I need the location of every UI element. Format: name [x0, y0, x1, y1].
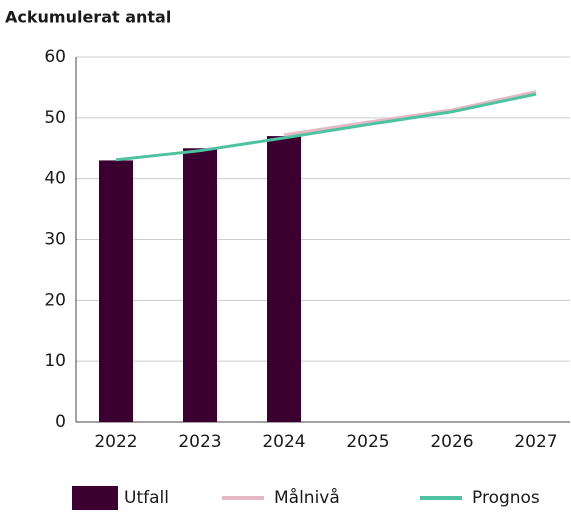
y-tick-label: 40	[44, 169, 66, 189]
y-tick-label: 10	[44, 351, 66, 371]
y-tick-label: 20	[44, 290, 66, 310]
x-tick-label: 2022	[94, 432, 137, 452]
line	[283, 90, 537, 137]
y-tick-label: 0	[55, 412, 66, 432]
x-tick-label: 2025	[346, 432, 389, 452]
x-tick-label: 2027	[514, 432, 557, 452]
bar	[99, 160, 133, 422]
bar	[183, 148, 217, 422]
x-tick-label: 2023	[178, 432, 221, 452]
legend-label: Utfall	[124, 488, 169, 508]
y-tick-label: 50	[44, 108, 66, 128]
x-tick-label: 2024	[262, 432, 305, 452]
line	[115, 92, 537, 162]
legend-swatch	[72, 486, 118, 510]
y-tick-label: 60	[44, 47, 66, 67]
y-tick-label: 30	[44, 230, 66, 250]
legend-label: Målnivå	[274, 487, 340, 508]
bar	[267, 136, 301, 423]
legend-label: Prognos	[472, 488, 540, 508]
x-tick-label: 2026	[430, 432, 473, 452]
chart-title: Ackumulerat antal	[5, 8, 171, 27]
